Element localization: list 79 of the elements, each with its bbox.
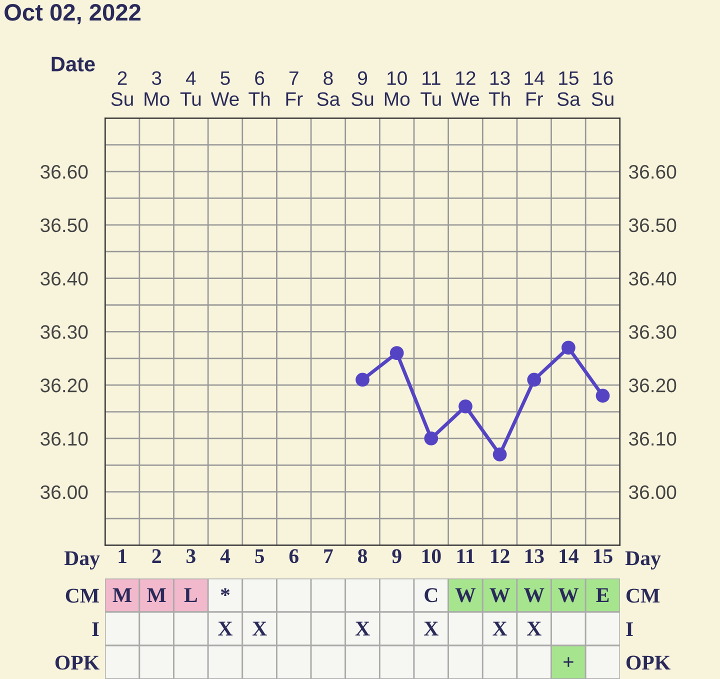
- point: [356, 372, 370, 387]
- y2-tick-label: 36.30: [628, 325, 676, 339]
- x-tick-label: 10 Mo: [384, 71, 410, 106]
- y2-tick-label: 36.60: [628, 165, 676, 179]
- text: W: [524, 588, 544, 602]
- text: Day: [64, 551, 100, 570]
- x-tick-label: 5 We: [210, 71, 239, 106]
- point: [424, 432, 438, 446]
- y2-tick-label: 36.40: [628, 272, 676, 286]
- x-tick-label: 13 Th: [488, 71, 510, 106]
- x-tick-label: 10: [422, 549, 441, 564]
- x-tick-label: 14 Fr: [524, 71, 544, 106]
- x-tick-label: 15: [594, 549, 612, 564]
- x-tick-label: 12 We: [451, 71, 480, 106]
- x-axis-title: Day: [625, 551, 661, 570]
- y2-tick-label: 36.20: [628, 378, 676, 392]
- x-tick-label: 8 Sa: [317, 71, 340, 106]
- x-tick-label: 15 Sa: [557, 71, 580, 106]
- x-tick-label: 2 Su: [111, 71, 133, 106]
- text: E: [596, 588, 609, 602]
- text: C: [424, 588, 438, 602]
- x-tick-label: 12: [491, 549, 510, 563]
- text: X: [252, 622, 267, 636]
- y2-tick-label: 36.10: [628, 432, 676, 446]
- x-tick-label: 16 Su: [592, 71, 614, 106]
- chart-title: Oct 02, 2022: [4, 4, 140, 24]
- y-tick-label: 36.50: [40, 218, 88, 232]
- x-tick-label: 3 Mo: [144, 71, 170, 106]
- y-tick-label: CM: [66, 588, 99, 603]
- y-tick-label: 36.40: [40, 272, 88, 286]
- y-tick-label: 36.10: [40, 432, 88, 446]
- x-tick-label: 8: [358, 549, 368, 564]
- y2-tick-label: I: [626, 622, 633, 636]
- text: M: [147, 588, 166, 602]
- x-tick-label: 3: [186, 549, 196, 564]
- point: [390, 346, 404, 360]
- point: [561, 340, 576, 355]
- text: +: [564, 657, 574, 667]
- x-tick-label: 4: [220, 549, 230, 563]
- text: X: [355, 622, 370, 636]
- point: [492, 448, 507, 462]
- point: [596, 388, 610, 403]
- x-tick-label: 11: [457, 549, 474, 563]
- y-tick-label: 36.30: [40, 325, 88, 339]
- text: X: [492, 622, 508, 636]
- x-tick-label: 5: [255, 549, 264, 564]
- text: W: [490, 588, 510, 602]
- x-tick-label: 14: [560, 549, 578, 563]
- text: W: [558, 588, 579, 602]
- y2-tick-label: CM: [626, 588, 660, 603]
- y-tick-label: OPK: [55, 656, 100, 670]
- x-tick-label: 11 Tu: [420, 71, 441, 106]
- y-tick-label: 36.00: [40, 485, 88, 500]
- y-tick-label: I: [92, 622, 99, 636]
- y-tick-label: 36.60: [40, 165, 88, 179]
- text: W: [455, 588, 476, 602]
- x-tick-label: 9: [392, 549, 402, 564]
- point: [527, 372, 542, 387]
- x-tick-label: 2: [152, 549, 161, 563]
- text: *: [220, 588, 230, 596]
- text: X: [424, 622, 438, 636]
- text: L: [184, 588, 197, 602]
- x-tick-label: 13: [525, 549, 544, 564]
- x-tick-label: 6: [289, 549, 298, 564]
- x-tick-label: 7 Fr: [286, 71, 303, 106]
- x-tick-label: 1: [118, 549, 126, 563]
- x-tick-label: 7: [324, 549, 333, 563]
- y2-tick-label: 36.50: [628, 218, 676, 232]
- text: X: [526, 622, 542, 636]
- point: [458, 399, 472, 414]
- x-tick-label: 4 Tu: [180, 71, 201, 106]
- x-tick-label: 9 Su: [352, 71, 374, 106]
- x-tick-label: 6 Th: [248, 71, 270, 106]
- y-tick-label: 36.20: [40, 378, 88, 392]
- text: X: [218, 622, 233, 636]
- x-axis-title: Date: [52, 56, 95, 72]
- y2-tick-label: 36.00: [628, 485, 676, 500]
- y2-tick-label: OPK: [626, 656, 670, 670]
- text: M: [112, 588, 132, 602]
